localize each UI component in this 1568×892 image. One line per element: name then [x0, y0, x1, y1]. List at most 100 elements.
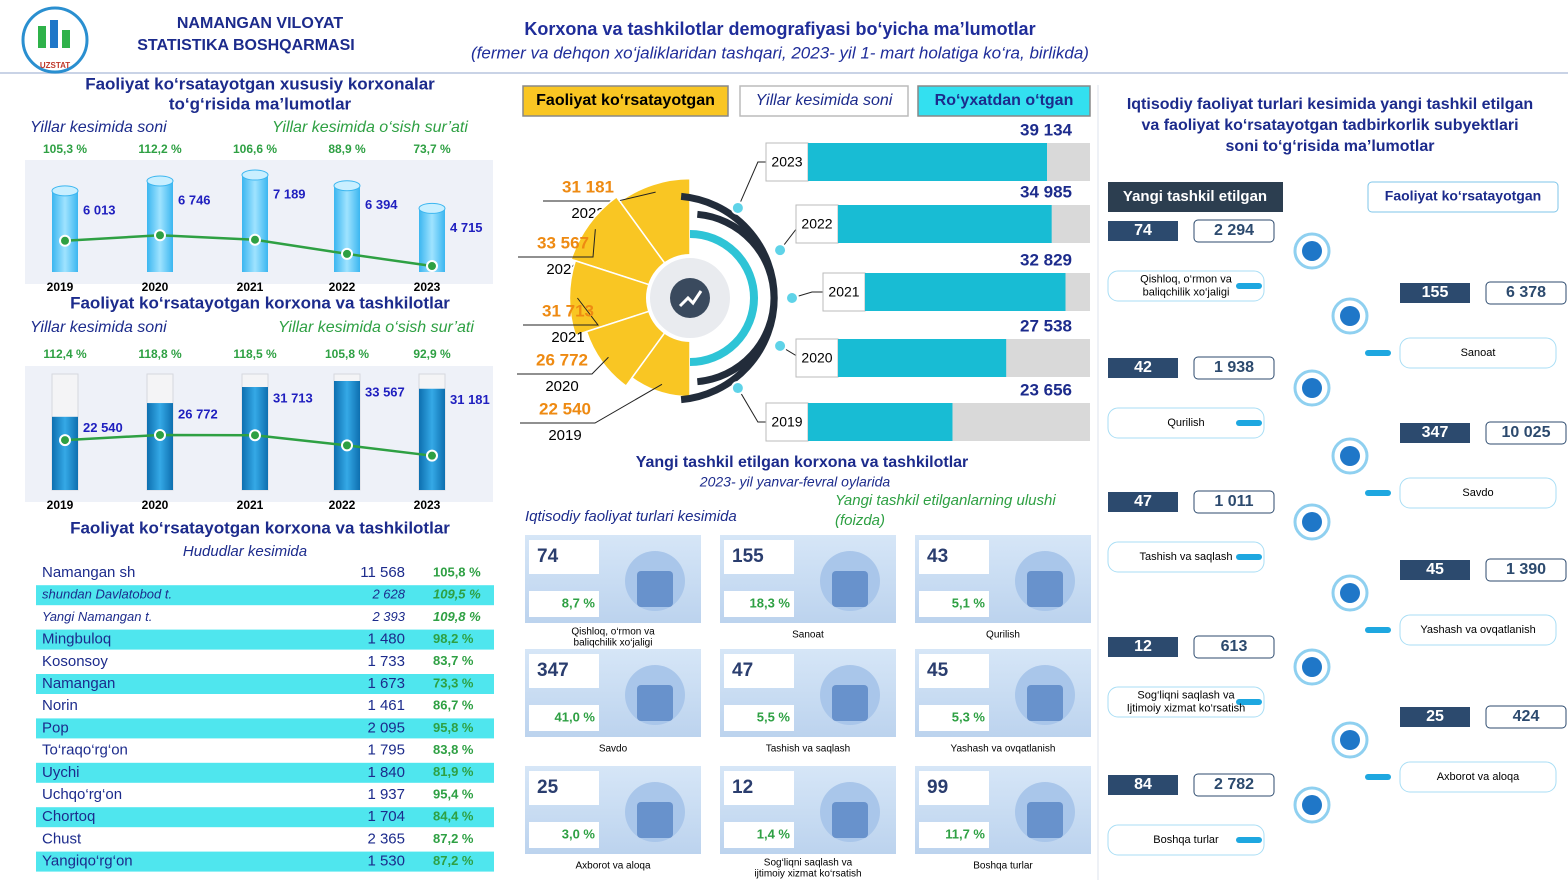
tile-count: 155 [732, 546, 764, 567]
tile-count-box [529, 540, 599, 574]
new-count: 45 [1426, 561, 1444, 578]
region-name: Mingbuloq [42, 631, 111, 648]
tile-count: 12 [732, 777, 753, 798]
growth-point [426, 260, 438, 273]
sector-icon-core [1302, 657, 1322, 677]
growth-value: 73,7 % [413, 142, 451, 156]
count-label: Yillar kesimida soni [30, 319, 167, 336]
year-label: 2022 [329, 280, 356, 294]
region-count: 2 095 [367, 719, 405, 736]
registered-bar [838, 339, 1007, 377]
region-name: Yangiqo‘rg‘on [42, 853, 133, 870]
new-box [1400, 560, 1470, 580]
legend-box [739, 85, 909, 117]
growth-label: Yillar kesimida o‘sish sur’ati [278, 319, 474, 336]
year-box [795, 204, 839, 244]
label-tab [1365, 627, 1391, 633]
sector-label: Ijtimoiy xizmat ko‘rsatish [1127, 702, 1246, 714]
tile-count-box [724, 771, 794, 805]
new-box [1108, 221, 1178, 241]
active-box [1193, 356, 1275, 380]
legend-box [522, 85, 729, 117]
tile-illustration [1027, 571, 1063, 607]
new-count: 84 [1134, 776, 1152, 793]
panel-title: Faoliyat ko‘rsatayotgan xususiy korxonal… [85, 74, 435, 93]
tile-share: 41,0 % [555, 709, 596, 724]
region-count: 2 628 [371, 587, 405, 602]
ring-dot [785, 291, 799, 305]
growth-value: 105,8 % [325, 347, 369, 361]
logo-text: UZSTAT [40, 61, 70, 70]
new-count: 74 [1134, 222, 1152, 239]
year-box [795, 338, 839, 378]
tile-count-box [724, 540, 794, 574]
growth-point [59, 434, 71, 447]
region-name: shundan Davlatobod t. [42, 587, 172, 602]
tile-share: 3,0 % [562, 826, 596, 841]
region-name: Norin [42, 697, 78, 714]
label-box [1107, 541, 1265, 573]
new-box [1400, 283, 1470, 303]
year-label: 2019 [47, 498, 74, 512]
logo-bar [38, 26, 46, 48]
new-box [1108, 775, 1178, 795]
label-box [1107, 824, 1265, 856]
active-value: 22 540 [539, 399, 591, 418]
region-count: 11 568 [360, 564, 405, 581]
tile-label: Tashish va saqlash [766, 744, 851, 755]
sector-label: Qurilish [1167, 417, 1204, 429]
tile-count-box [529, 771, 599, 805]
tile-share: 18,3 % [750, 595, 791, 610]
value-label: 33 567 [365, 384, 405, 399]
sectors-title: va faoliyat ko‘rsatayotgan tadbirkorlik … [1141, 117, 1518, 134]
tile-count-box [919, 540, 989, 574]
registered-bar [865, 273, 1066, 311]
new-count: 42 [1134, 359, 1152, 376]
registered-year: 2022 [801, 216, 832, 232]
growth-value: 92,9 % [413, 347, 451, 361]
sectors-title: Iqtisodiy faoliyat turlari kesimida yang… [1127, 96, 1533, 113]
region-name: Chust [42, 830, 82, 847]
active-count: 10 025 [1502, 424, 1551, 441]
share-label: Yangi tashkil etilganlarning ulushi [835, 492, 1056, 509]
tile-share-box [529, 822, 599, 848]
growth-point [59, 234, 71, 247]
registered-value: 27 538 [1020, 316, 1072, 335]
region-count: 2 393 [371, 609, 405, 624]
region-name: Namangan [42, 675, 115, 692]
share-label: (foizda) [835, 512, 885, 529]
tile-count-box [919, 771, 989, 805]
registered-value: 32 829 [1020, 250, 1072, 269]
tile-share: 5,3 % [952, 709, 986, 724]
sector-label: Sog‘liqni saqlash va [1137, 689, 1235, 701]
growth-point [154, 229, 166, 242]
active-value: 31 181 [562, 177, 614, 196]
tile-count: 25 [537, 777, 559, 798]
active-value: 26 772 [536, 350, 588, 369]
region-name: Kosonsoy [42, 653, 108, 670]
new-count: 347 [1422, 424, 1449, 441]
count-label: Iqtisodiy faoliyat turlari kesimida [525, 508, 737, 525]
tile-label: Sog‘liqni saqlash va [764, 858, 853, 869]
year-box [765, 142, 809, 182]
active-box [1485, 705, 1567, 729]
bar [52, 416, 78, 490]
page-subtitle: (fermer va dehqon xo‘jaliklaridan tashqa… [471, 43, 1089, 62]
ring-dot [730, 381, 745, 396]
growth-value: 118,8 % [138, 347, 182, 361]
cylinder-top [241, 169, 269, 181]
region-growth: 105,8 % [433, 564, 481, 579]
ring [697, 210, 778, 386]
region-count: 1 795 [367, 742, 405, 759]
value-label: 4 715 [450, 220, 483, 235]
active-box [1193, 219, 1275, 243]
new-box [1108, 358, 1178, 378]
registered-bar [838, 205, 1052, 243]
tile-illustration [637, 571, 673, 607]
region-growth: 109,8 % [433, 609, 481, 624]
panel-title: to‘g‘risida ma’lumotlar [169, 94, 352, 113]
bar [147, 403, 173, 490]
legend-label: Faoliyat ko‘rsatayotgan [536, 92, 715, 109]
region-growth: 87,2 % [433, 853, 474, 868]
